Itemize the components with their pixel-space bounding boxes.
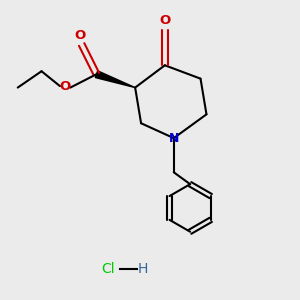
- Text: Cl: Cl: [102, 262, 115, 276]
- Polygon shape: [95, 71, 135, 88]
- Text: O: O: [159, 14, 170, 27]
- Text: N: N: [169, 132, 179, 145]
- Text: O: O: [60, 80, 71, 93]
- Text: H: H: [137, 262, 148, 276]
- Text: O: O: [74, 28, 86, 41]
